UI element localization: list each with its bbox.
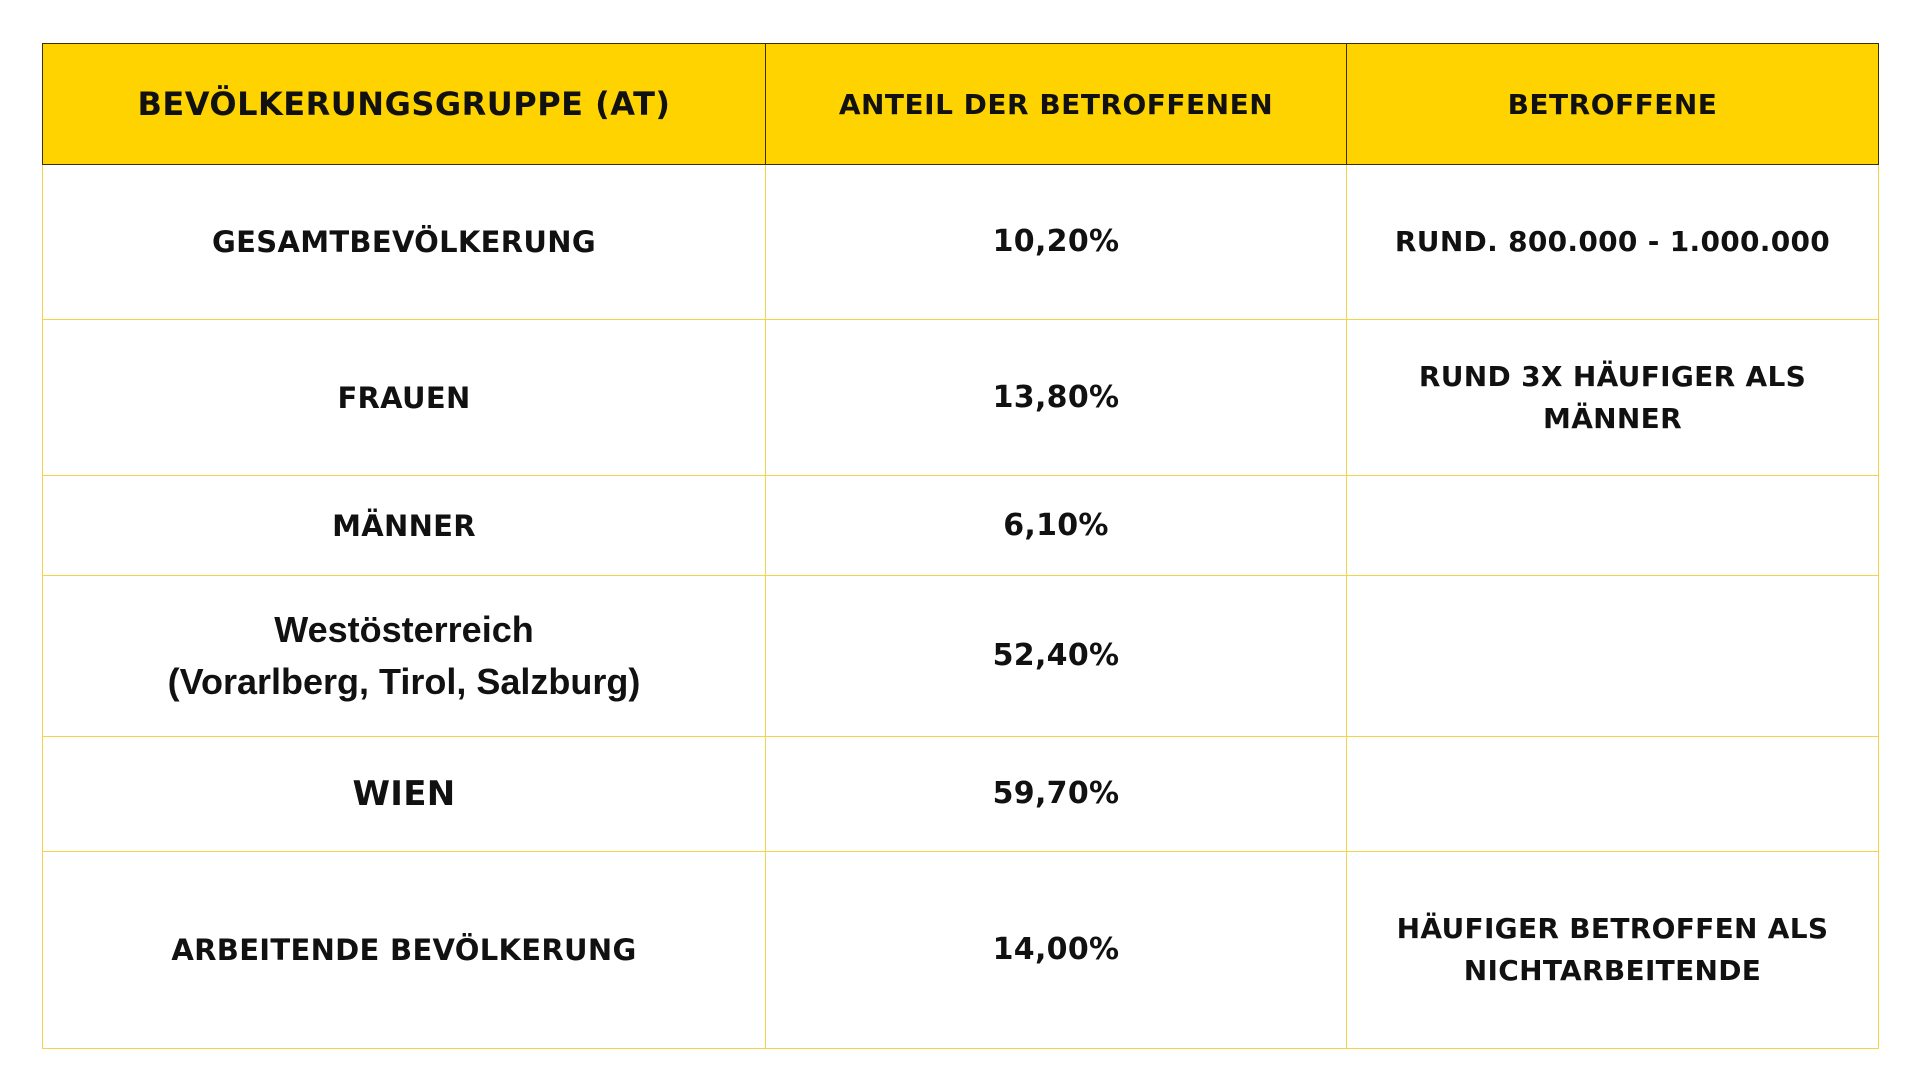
cell-group: GESAMTBEVÖLKERUNG: [42, 164, 766, 320]
cell-share: 6,10%: [765, 475, 1347, 576]
cell-affected: [1346, 736, 1879, 852]
cell-group: FRAUEN: [42, 319, 766, 476]
table-row: FRAUEN 13,80% RUND 3X HÄUFIGER ALS MÄNNE…: [42, 319, 1879, 476]
cell-share: 10,20%: [765, 164, 1347, 320]
table-row: MÄNNER 6,10%: [42, 475, 1879, 576]
cell-group: Westösterreich (Vorarlberg, Tirol, Salzb…: [42, 575, 766, 737]
table-row: GESAMTBEVÖLKERUNG 10,20% RUND. 800.000 -…: [42, 164, 1879, 320]
cell-group: ARBEITENDE BEVÖLKERUNG: [42, 851, 766, 1049]
cell-affected-line: MÄNNER: [1543, 401, 1682, 435]
data-table: BEVÖLKERUNGSGRUPPE (AT) ANTEIL DER BETRO…: [42, 43, 1879, 1049]
cell-affected-line: NICHTARBEITENDE: [1463, 954, 1762, 987]
cell-group-line: Westösterreich: [274, 609, 534, 650]
table-row: WIEN 59,70%: [42, 736, 1879, 852]
cell-group-line: (Vorarlberg, Tirol, Salzburg): [167, 661, 641, 702]
table-row: ARBEITENDE BEVÖLKERUNG 14,00% HÄUFIGER B…: [42, 851, 1879, 1049]
cell-share: 52,40%: [765, 575, 1347, 737]
header-affected-share: ANTEIL DER BETROFFENEN: [765, 43, 1347, 165]
cell-affected-line: RUND 3X HÄUFIGER ALS: [1418, 359, 1807, 393]
cell-share: 14,00%: [765, 851, 1347, 1049]
cell-share: 59,70%: [765, 736, 1347, 852]
cell-affected: [1346, 575, 1879, 737]
cell-group: WIEN: [42, 736, 766, 852]
cell-share: 13,80%: [765, 319, 1347, 476]
header-affected: BETROFFENE: [1346, 43, 1879, 165]
cell-affected: RUND 3X HÄUFIGER ALS MÄNNER: [1346, 319, 1879, 476]
data-table-container: BEVÖLKERUNGSGRUPPE (AT) ANTEIL DER BETRO…: [42, 43, 1879, 1049]
table-header-row: BEVÖLKERUNGSGRUPPE (AT) ANTEIL DER BETRO…: [42, 43, 1879, 165]
header-population-group: BEVÖLKERUNGSGRUPPE (AT): [42, 43, 766, 165]
cell-affected: HÄUFIGER BETROFFEN ALS NICHTARBEITENDE: [1346, 851, 1879, 1049]
cell-affected-line: HÄUFIGER BETROFFEN ALS: [1396, 912, 1829, 945]
table-row: Westösterreich (Vorarlberg, Tirol, Salzb…: [42, 575, 1879, 737]
cell-group: MÄNNER: [42, 475, 766, 576]
cell-affected: RUND. 800.000 - 1.000.000: [1346, 164, 1879, 320]
cell-affected: [1346, 475, 1879, 576]
